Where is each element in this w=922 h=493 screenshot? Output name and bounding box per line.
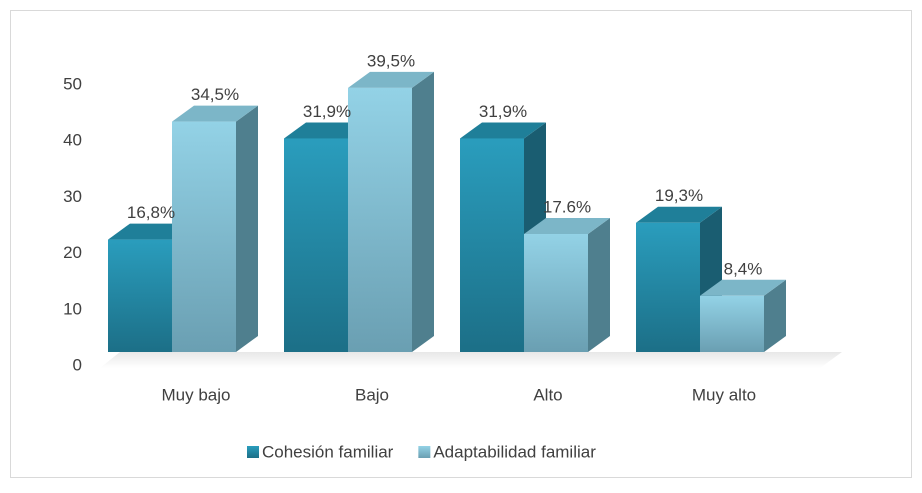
y-tick-label: 0 [73, 355, 82, 374]
bar-top [348, 71, 434, 88]
bar [172, 121, 236, 352]
y-tick-label: 50 [63, 74, 82, 93]
bar-top [700, 279, 786, 296]
legend-swatch [247, 446, 259, 458]
legend-label: Cohesión familiar [262, 442, 394, 461]
bar [460, 138, 524, 352]
legend-label: Adaptabilidad familiar [433, 442, 596, 461]
bar-top [172, 105, 258, 122]
data-label: 16,8% [127, 203, 175, 222]
bar [108, 239, 172, 352]
data-label: 34,5% [191, 85, 239, 104]
data-label: 39,5% [367, 51, 415, 70]
y-tick-label: 20 [63, 243, 82, 262]
bar [284, 138, 348, 352]
data-label: 19,3% [655, 186, 703, 205]
x-tick-label: Bajo [355, 385, 389, 404]
data-label: 31,9% [479, 102, 527, 121]
x-tick-label: Alto [533, 385, 562, 404]
data-label: 8,4% [724, 259, 763, 278]
data-label: 17.6% [543, 197, 591, 216]
y-tick-label: 40 [63, 131, 82, 150]
bar-top [460, 122, 546, 139]
bar-top [636, 206, 722, 223]
bar [636, 222, 700, 352]
x-tick-label: Muy bajo [162, 385, 231, 404]
bar-side [588, 217, 610, 352]
bar [348, 87, 412, 353]
bar-side [764, 279, 786, 352]
bar-side [412, 71, 434, 353]
y-tick-label: 30 [63, 187, 82, 206]
floor [100, 352, 842, 368]
y-tick-label: 10 [63, 299, 82, 318]
x-tick-label: Muy alto [692, 385, 756, 404]
bar [524, 233, 588, 352]
bar-side [236, 105, 258, 352]
legend-swatch [418, 446, 431, 458]
bar-top [524, 217, 610, 234]
bar [700, 295, 764, 352]
data-label: 31,9% [303, 102, 351, 121]
